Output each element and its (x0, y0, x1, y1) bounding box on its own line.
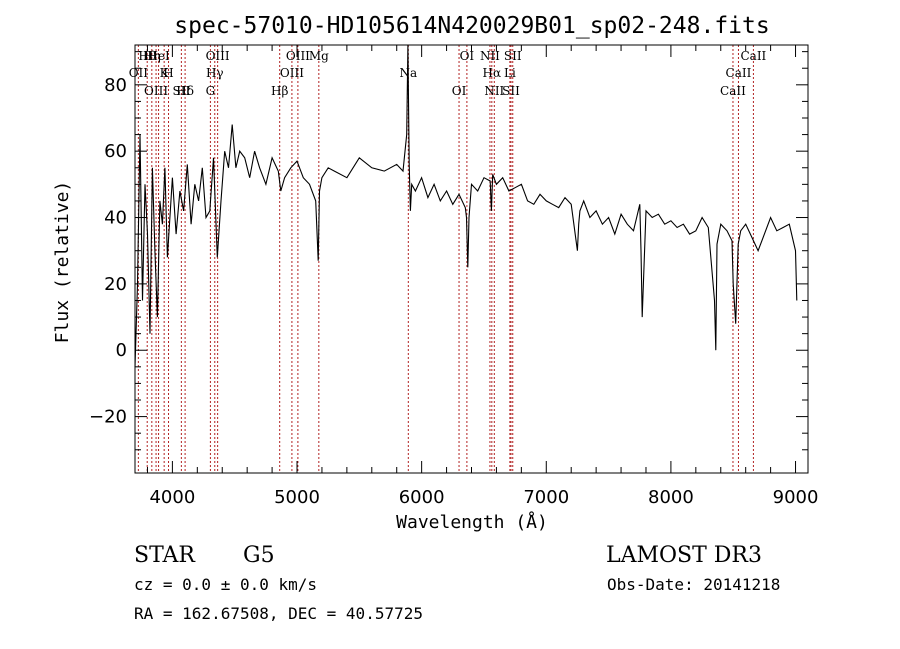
x-tick-label: 7000 (523, 487, 569, 508)
spectrum-line (134, 44, 798, 367)
spectral-line-label: OIII (206, 49, 230, 63)
spectral-line-markers (137, 45, 754, 473)
y-tick-label: 20 (104, 274, 127, 295)
x-tick-label: 6000 (399, 487, 445, 508)
spectral-line-label: OI (452, 84, 467, 98)
x-tick-label: 8000 (648, 487, 694, 508)
spectral-line-label: CaII (740, 49, 766, 63)
x-tick-label: 9000 (773, 487, 819, 508)
spectral-line-label: H (163, 66, 173, 80)
spectral-line-label: HeI (147, 49, 170, 63)
survey-name: LAMOST DR3 (606, 543, 762, 568)
sky-coordinates: RA = 162.67508, DEC = 40.57725 (134, 604, 423, 623)
spectral-line-label: NII (480, 49, 500, 63)
y-tick-label: 80 (104, 75, 127, 96)
x-tick-label: 4000 (149, 487, 195, 508)
spectral-line-label: Li (504, 66, 516, 80)
object-subclass: G5 (243, 543, 275, 568)
y-tick-label: 0 (116, 340, 127, 361)
spectral-line-label: SII (504, 49, 522, 63)
object-class: STAR (134, 543, 196, 568)
spectral-line-label: Hβ (271, 84, 288, 98)
spectral-line-label: CaII (726, 66, 752, 80)
x-axis-label: Wavelength (Å) (396, 511, 548, 533)
spectral-line-label: Mg (309, 49, 329, 63)
redshift-velocity: cz = 0.0 ± 0.0 km/s (134, 575, 317, 594)
x-tick-label: 5000 (274, 487, 320, 508)
chart-title: spec-57010-HD105614N420029B01_sp02-248.f… (174, 13, 769, 39)
spectral-line-label: Hα (483, 66, 502, 80)
y-tick-label: 60 (104, 141, 127, 162)
spectral-line-labels: HθOIIOIIIHeIKSIIHηHHδOIIIHγGOIIIOIIIHβMg… (129, 49, 767, 98)
spectral-line-label: OII (129, 66, 149, 80)
spectral-line-label: Hδ (176, 84, 194, 98)
spectral-line-label: Hθ (138, 49, 156, 63)
spectral-line-label: SII (173, 84, 191, 98)
spectral-line-label: SII (502, 84, 520, 98)
y-axis-ticks: −20 0 20 40 60 80 (89, 51, 808, 451)
spectral-line-label: NII (484, 84, 504, 98)
spectral-line-label: OI (460, 49, 475, 63)
spectral-line-label: Hγ (206, 66, 224, 80)
observation-date: Obs-Date: 20141218 (607, 575, 780, 594)
x-axis-ticks: 4000 5000 6000 7000 8000 9000 (146, 45, 819, 508)
spectral-line-label: OIII (286, 49, 310, 63)
spectral-line-label: K (160, 66, 170, 80)
y-axis-label: Flux (relative) (52, 181, 73, 344)
spectral-line-label: Hη (143, 49, 161, 63)
spectral-line-label: OIII (280, 66, 304, 80)
y-tick-label: 40 (104, 208, 127, 229)
spectral-line-label: OIII (144, 84, 168, 98)
spectral-line-label: G (206, 84, 216, 98)
y-tick-label: −20 (89, 407, 127, 428)
spectral-line-label: CaII (720, 84, 746, 98)
plot-frame (134, 44, 809, 474)
